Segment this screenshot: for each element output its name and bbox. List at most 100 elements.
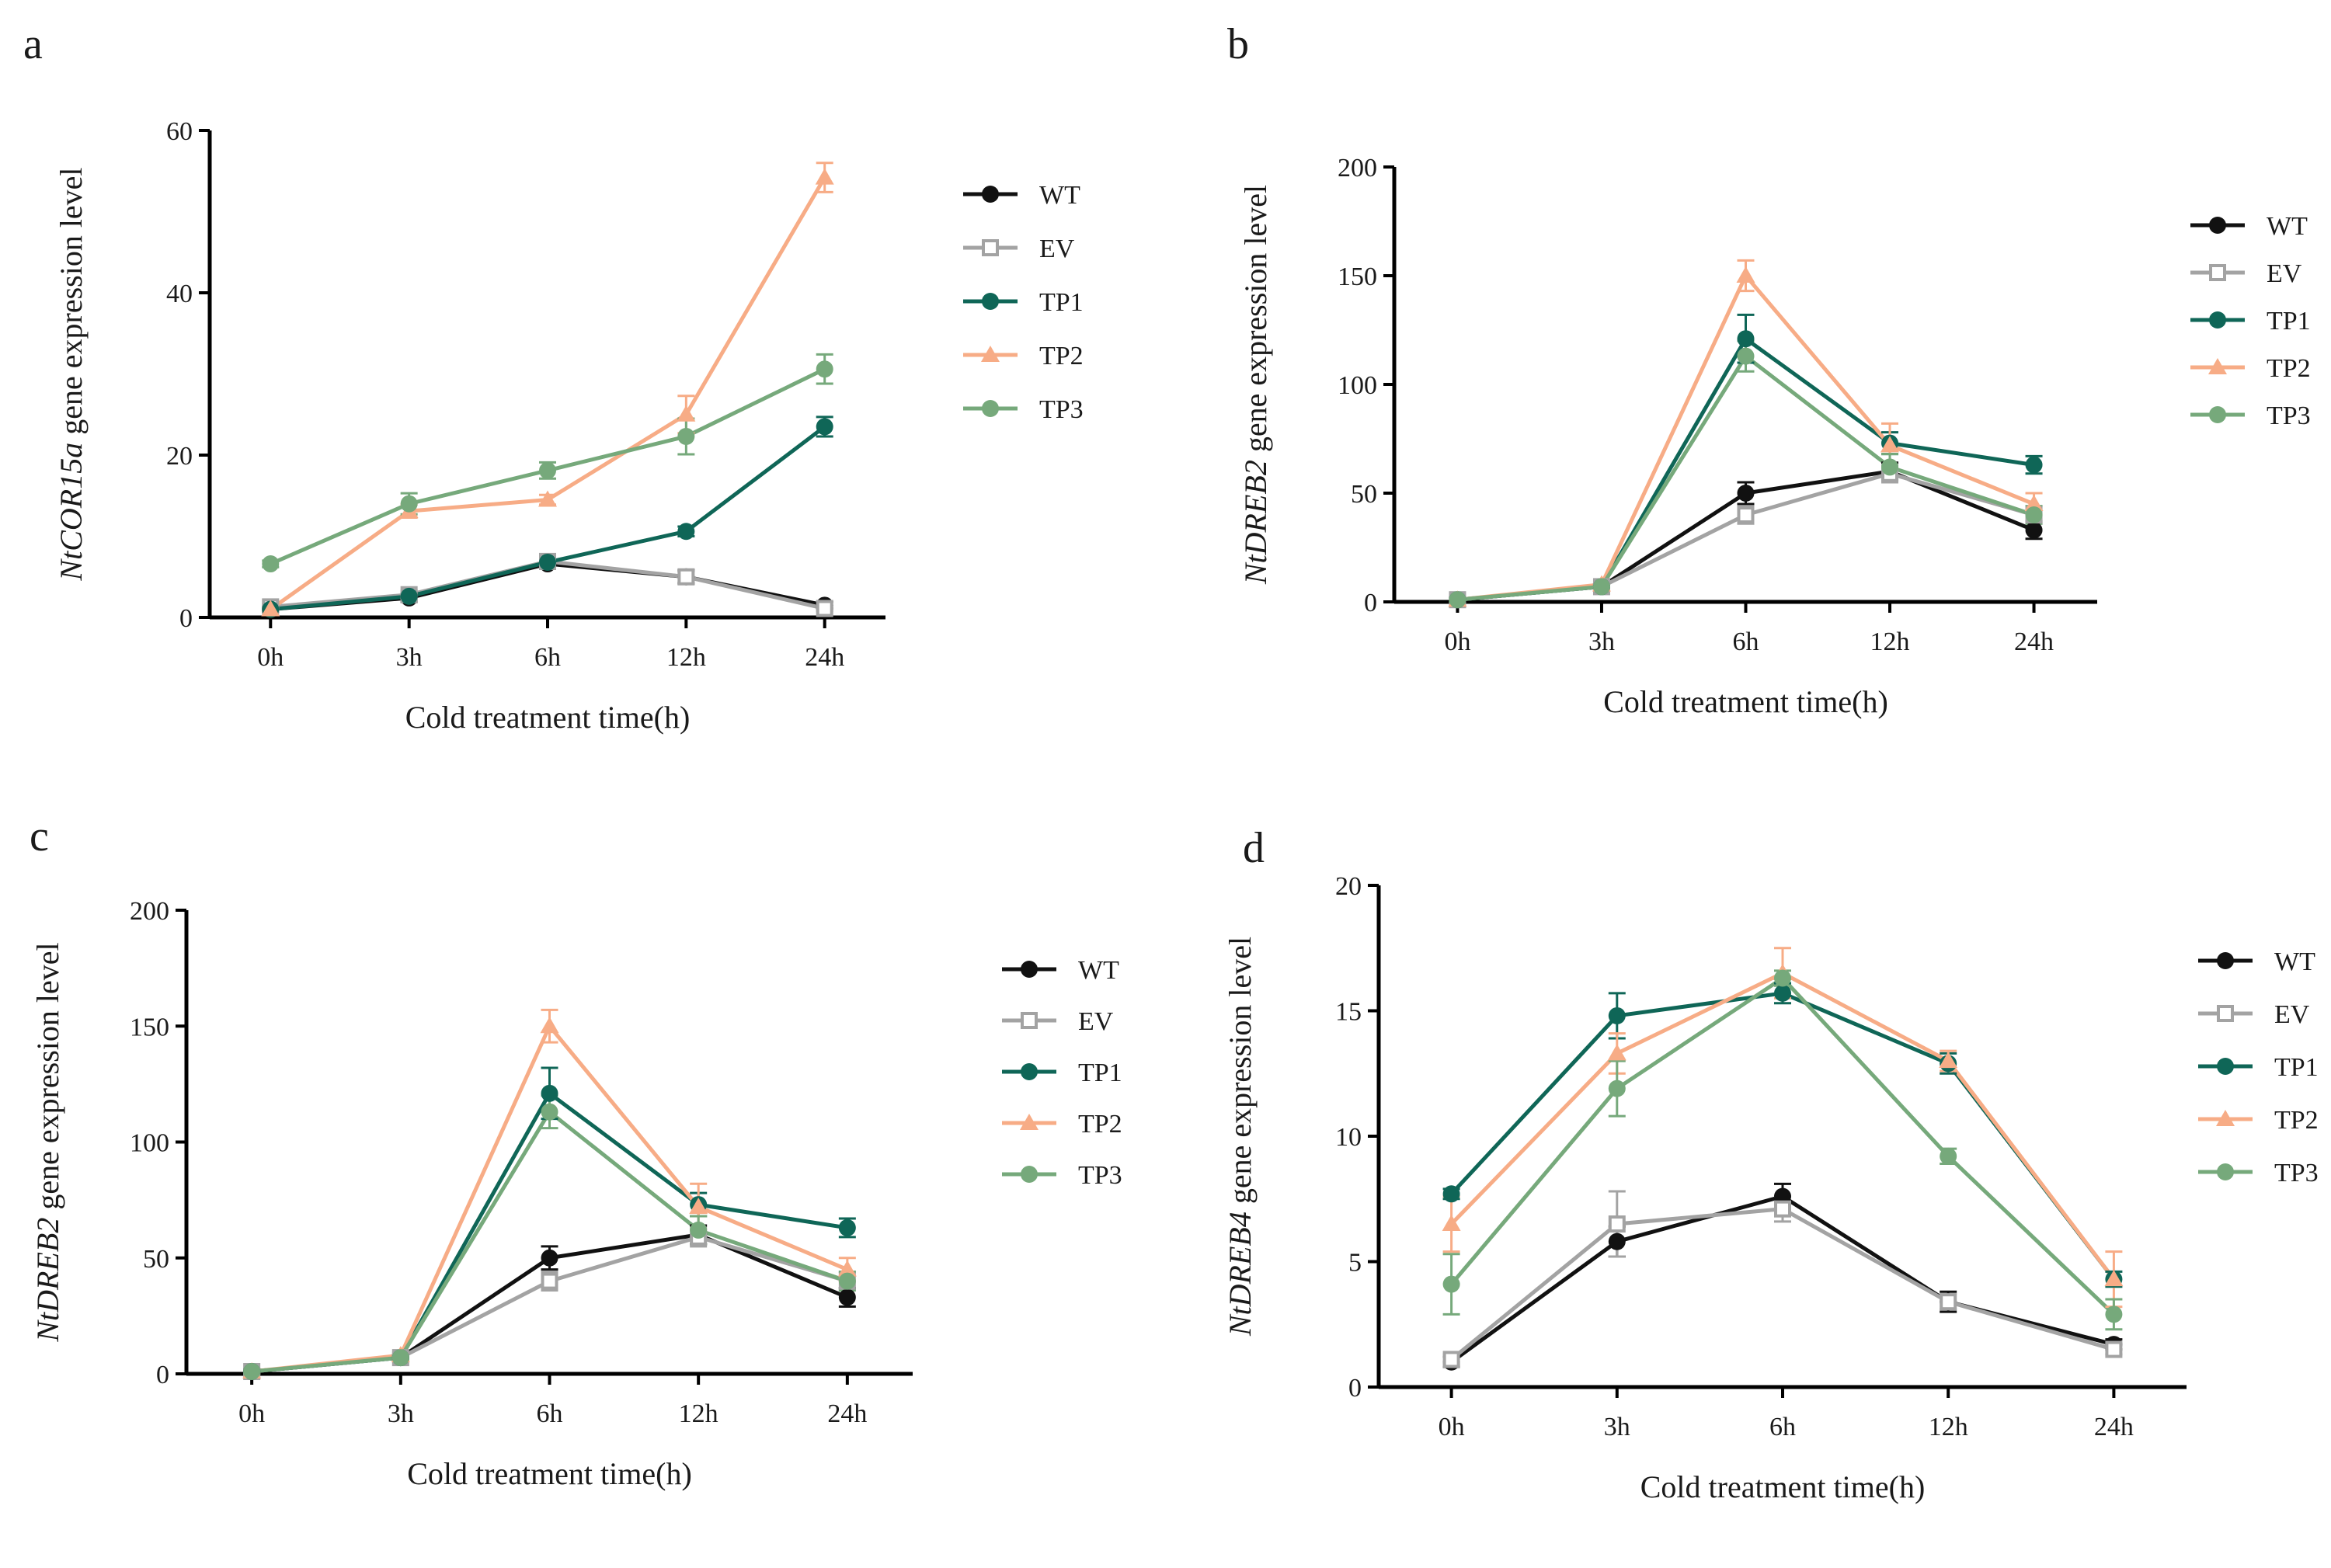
data-point-TP3 — [539, 461, 556, 479]
data-point-TP3 — [243, 1363, 261, 1381]
legend-label-TP2: TP2 — [2267, 354, 2311, 383]
series-line-TP1 — [1449, 991, 2116, 1281]
legend-item: TP3 — [963, 395, 1084, 424]
x-tick-label: 3h — [388, 1399, 414, 1428]
series-line-TP2 — [269, 176, 826, 611]
data-point-TP3 — [1449, 591, 1466, 609]
legend-label-WT: WT — [1078, 956, 1119, 985]
data-point-TP3 — [1737, 347, 1755, 365]
legend-marker-TP1 — [2217, 1058, 2234, 1075]
legend-item: TP3 — [2190, 402, 2311, 430]
series-line-EV — [1450, 1207, 2115, 1361]
x-tick-label: 12h — [1929, 1413, 1968, 1441]
data-point-TP3 — [1940, 1147, 1957, 1165]
legend-label-EV: EV — [2274, 1000, 2310, 1029]
x-axis-title: Cold treatment time(h) — [1640, 1469, 1926, 1504]
data-point-EV — [1608, 1215, 1626, 1233]
data-point-TP1 — [677, 523, 695, 541]
y-tick-label: 60 — [166, 117, 193, 146]
legend-marker-TP3 — [2217, 1163, 2234, 1180]
data-point-TP2 — [2024, 495, 2044, 511]
y-tick-label: 100 — [1338, 371, 1377, 400]
data-point-TP2 — [538, 490, 557, 507]
x-tick-label: 24h — [2014, 628, 2054, 656]
x-tick-label: 0h — [257, 643, 284, 672]
y-tick-label: 20 — [166, 442, 193, 471]
legend-label-TP3: TP3 — [2274, 1159, 2319, 1187]
panel-letter: c — [30, 812, 49, 860]
y-axis-title: NtDREB2 gene expression level — [1238, 185, 1273, 585]
data-point-TP3 — [1592, 578, 1610, 596]
data-point-EV — [1442, 1351, 1460, 1368]
x-tick-label: 6h — [1733, 628, 1759, 656]
legend-label-TP3: TP3 — [1039, 395, 1084, 424]
x-tick-label: 0h — [1444, 628, 1470, 656]
data-point-TP1 — [2025, 456, 2043, 474]
data-point-TP3 — [1881, 458, 1899, 476]
legend-item: TP1 — [2198, 1053, 2319, 1082]
y-tick-label: 20 — [1335, 872, 1362, 901]
data-point-TP3 — [262, 555, 280, 573]
data-point-WT — [541, 1249, 558, 1267]
data-point-TP2 — [1607, 1044, 1626, 1061]
data-point-TP2 — [837, 1260, 857, 1277]
data-point-EV — [677, 568, 695, 586]
legend-label-TP2: TP2 — [1078, 1110, 1122, 1139]
legend-item: WT — [2198, 947, 2315, 976]
data-point-TP3 — [816, 360, 833, 378]
x-tick-label: 3h — [1588, 628, 1615, 656]
y-tick-label: 10 — [1335, 1123, 1362, 1152]
legend-marker-EV — [1021, 1012, 1038, 1029]
legend-marker-TP1 — [2209, 311, 2226, 329]
data-point-TP2 — [2104, 1270, 2124, 1287]
panel-letter: b — [1227, 20, 1249, 68]
data-point-EV — [816, 600, 833, 617]
y-tick-label: 15 — [1335, 998, 1362, 1027]
x-tick-label: 6h — [1769, 1413, 1796, 1441]
y-tick-label: 50 — [143, 1245, 169, 1274]
legend-marker-TP1 — [1021, 1063, 1038, 1080]
legend-marker-TP3 — [2209, 406, 2226, 423]
x-tick-label: 3h — [1604, 1413, 1630, 1441]
legend-label-EV: EV — [1039, 235, 1075, 263]
legend-item: TP2 — [963, 342, 1084, 370]
x-tick-label: 12h — [1870, 628, 1910, 656]
data-point-TP3 — [1774, 969, 1791, 987]
data-point-TP2 — [677, 405, 696, 422]
y-axis-gene: NtCOR15a — [54, 443, 89, 582]
data-point-TP2 — [1736, 266, 1755, 283]
series-line-TP2 — [1449, 971, 2116, 1281]
legend-label-TP1: TP1 — [1039, 288, 1084, 317]
x-axis-title: Cold treatment time(h) — [1603, 684, 1888, 719]
legend-marker-TP3 — [982, 400, 999, 417]
data-point-EV — [541, 1272, 558, 1290]
data-point-TP3 — [1608, 1080, 1626, 1097]
data-point-TP2 — [540, 1017, 559, 1034]
y-axis-suffix: gene expression level — [30, 942, 65, 1217]
legend-marker-WT — [2209, 217, 2226, 234]
panel-a: a 0 20 40 60 0h 3h 6h 12h 24h Cold treatment time(… — [23, 20, 1084, 735]
y-tick-label: 0 — [179, 604, 193, 633]
legend-label-TP3: TP3 — [1078, 1161, 1122, 1190]
data-point-TP3 — [1442, 1275, 1460, 1293]
data-point-TP1 — [541, 1084, 558, 1102]
legend-item: WT — [1002, 956, 1119, 985]
x-tick-label: 24h — [805, 643, 844, 672]
legend-item: WT — [963, 181, 1080, 210]
data-point-WT — [1737, 485, 1755, 502]
legend-item: TP2 — [2190, 354, 2311, 383]
legend-item: TP3 — [1002, 1161, 1122, 1190]
legend-label-WT: WT — [2267, 212, 2308, 241]
legend-label-TP1: TP1 — [2274, 1053, 2319, 1082]
data-point-TP3 — [677, 427, 695, 445]
y-tick-label: 0 — [156, 1361, 169, 1389]
data-point-TP2 — [261, 600, 280, 617]
data-point-TP2 — [1442, 1215, 1461, 1232]
legend-marker-TP3 — [1021, 1166, 1038, 1183]
y-axis-title: NtDREB4 gene expression level — [1223, 937, 1258, 1337]
y-axis-gene: NtDREB2 — [1238, 460, 1273, 585]
y-axis-title: NtDREB2 gene expression level — [30, 942, 65, 1342]
data-point-WT — [838, 1288, 856, 1306]
legend-label-TP2: TP2 — [2274, 1106, 2319, 1135]
legend-label-TP1: TP1 — [2267, 307, 2311, 336]
